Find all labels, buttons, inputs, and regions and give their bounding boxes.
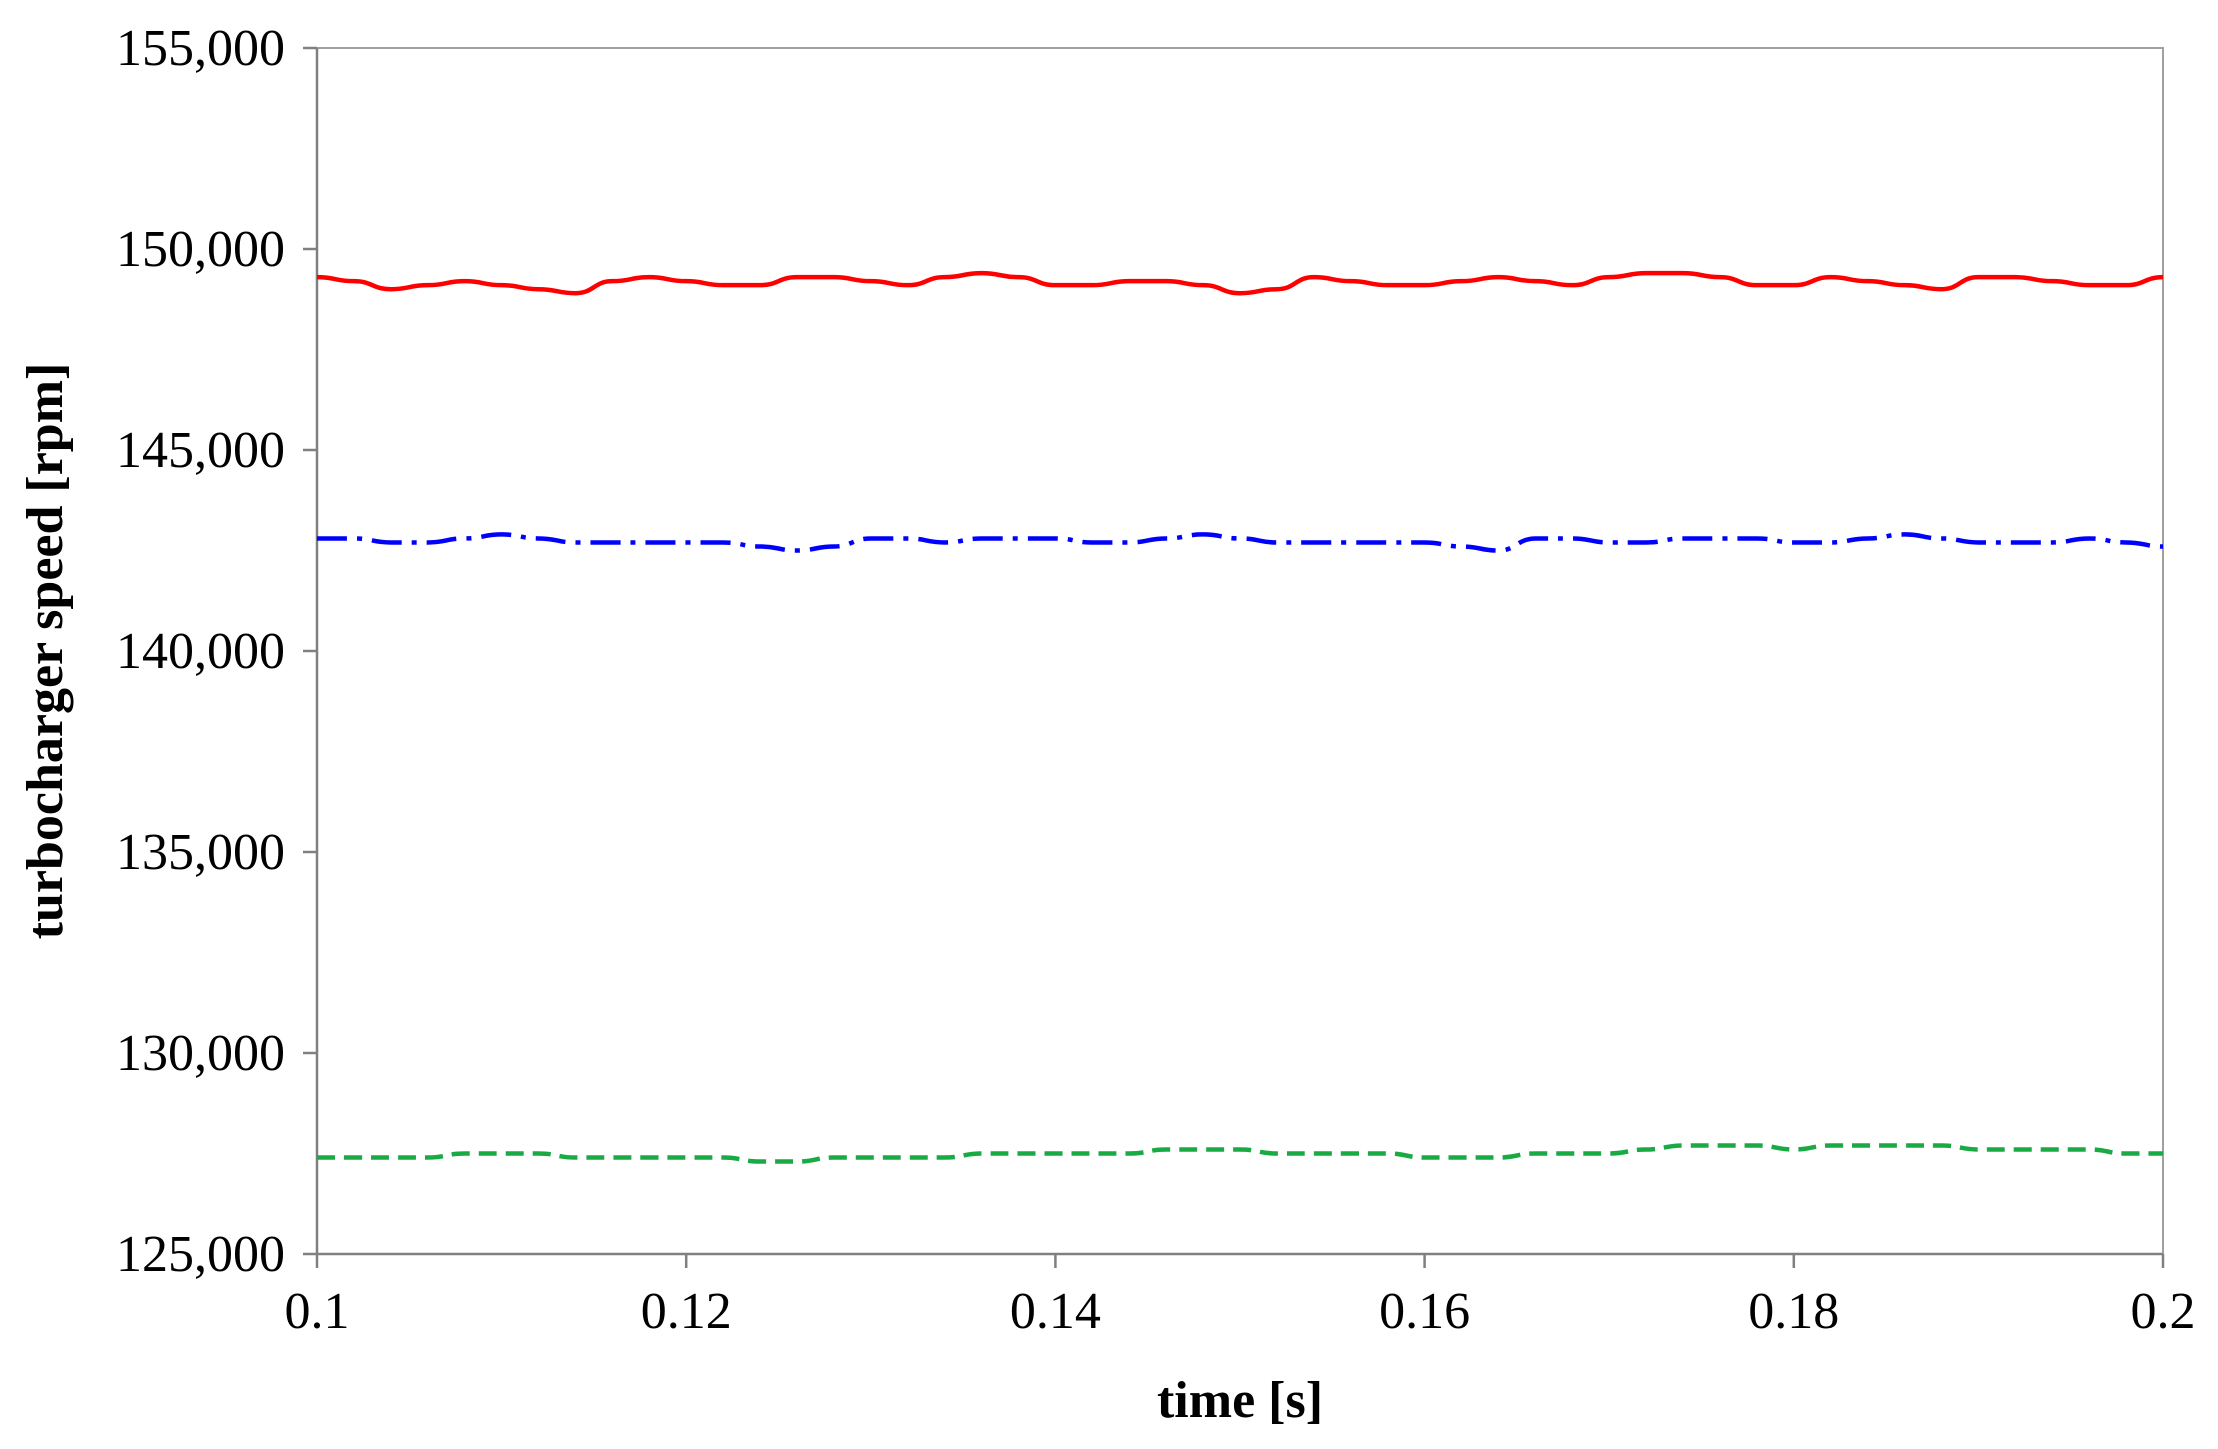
x-tick-label: 0.16 — [1379, 1283, 1470, 1340]
series-line-2 — [317, 532, 2164, 553]
x-tick-label: 0.1 — [285, 1283, 350, 1340]
series-line-1 — [316, 270, 2164, 296]
y-axis-ticks: 125,000 130,000 135,000 140,000 145,000 150,0… — [116, 20, 317, 1283]
y-tick-label: 155,000 — [116, 20, 285, 77]
series-line-3 — [316, 1143, 2163, 1164]
y-tick-label: 140,000 — [116, 623, 285, 680]
y-tick-label: 135,000 — [116, 824, 285, 881]
y-axis-title: turbocharger speed [rpm] — [17, 363, 74, 940]
y-tick-label: 130,000 — [116, 1025, 285, 1082]
y-tick-label: 145,000 — [116, 422, 285, 479]
x-tick-label: 0.18 — [1748, 1283, 1839, 1340]
y-tick-label: 125,000 — [116, 1226, 285, 1283]
plot-area-frame — [316, 47, 2164, 1255]
series-layer — [316, 270, 2164, 1164]
x-tick-label: 0.14 — [1010, 1283, 1101, 1340]
x-tick-label: 0.2 — [2131, 1283, 2196, 1340]
x-tick-label: 0.12 — [641, 1283, 732, 1340]
y-tick-label: 150,000 — [116, 221, 285, 278]
x-axis-ticks: 0.1 0.12 0.14 0.16 0.18 0.2 — [285, 1254, 2196, 1340]
x-axis-title: time [s] — [1157, 1372, 1323, 1429]
